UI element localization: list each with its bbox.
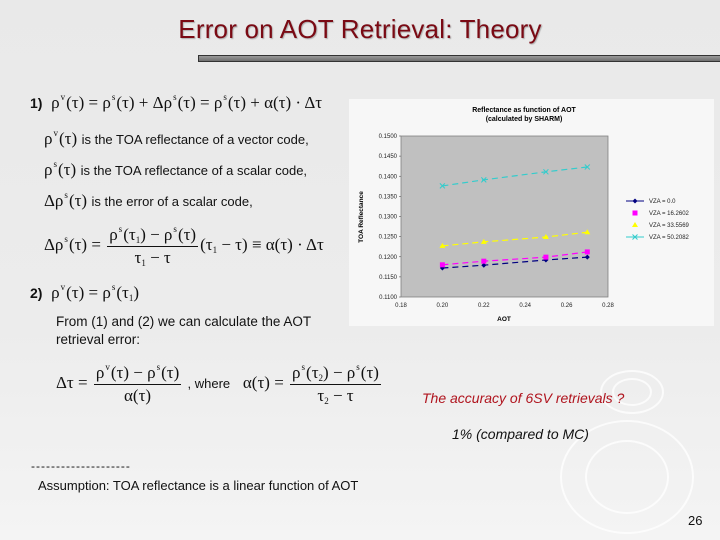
assumption-text: Assumption: TOA reflectance is a linear … xyxy=(38,478,359,493)
section-2-label: 2) xyxy=(30,285,43,301)
svg-text:0.1200: 0.1200 xyxy=(379,255,398,261)
svg-text:VZA = 50.2082: VZA = 50.2082 xyxy=(649,235,690,241)
fraction: ρv(τ) − ρs(τ) α(τ) xyxy=(93,362,182,405)
decorative-swirl xyxy=(585,440,669,514)
explanation-line-2: retrieval error: xyxy=(56,332,141,347)
equation-2-formula: ρv(τ) = ρs(τ1) xyxy=(46,282,140,303)
chart-svg: Reflectance as function of AOT (calculat… xyxy=(358,107,690,323)
svg-text:VZA = 0.0: VZA = 0.0 xyxy=(649,199,676,205)
slide-title: Error on AOT Retrieval: Theory xyxy=(178,14,542,44)
svg-text:0.1150: 0.1150 xyxy=(379,275,398,281)
accuracy-question: The accuracy of 6SV retrievals ? xyxy=(422,390,625,406)
retrieval-error-equation: Δτ = ρv(τ) − ρs(τ) α(τ) , where α(τ) = ρ… xyxy=(56,362,381,406)
definition-error: Δρs(τ) is the error of a scalar code, xyxy=(44,190,253,211)
accuracy-answer: 1% (compared to MC) xyxy=(452,426,589,442)
svg-text:0.26: 0.26 xyxy=(561,303,573,309)
symbol-delta-rho-s: Δρs(τ) xyxy=(44,190,88,210)
explanation-line-1: From (1) and (2) we can calculate the AO… xyxy=(56,314,312,329)
svg-text:0.28: 0.28 xyxy=(602,303,614,309)
definition-vector: ρv(τ) is the TOA reflectance of a vector… xyxy=(44,128,309,149)
plot-area xyxy=(400,135,609,298)
reflectance-chart: Reflectance as function of AOT (calculat… xyxy=(349,99,714,326)
svg-text:0.1350: 0.1350 xyxy=(379,194,398,200)
symbol-rho-s: ρs(τ) xyxy=(44,159,77,179)
svg-text:0.18: 0.18 xyxy=(395,303,407,309)
chart-subtitle: (calculated by SHARM) xyxy=(486,116,563,123)
decorative-swirl xyxy=(600,370,664,414)
equation-2: 2) ρv(τ) = ρs(τ1) xyxy=(30,282,139,303)
decorative-swirl xyxy=(560,420,694,534)
svg-text:0.1300: 0.1300 xyxy=(379,215,398,221)
definition-text: is the TOA reflectance of a scalar code, xyxy=(80,163,308,178)
where-text: , where xyxy=(187,375,231,391)
equation-1: 1) ρv(τ) = ρs(τ) + Δρs(τ) = ρs(τ) + α(τ)… xyxy=(30,92,322,113)
page-number: 26 xyxy=(688,513,703,528)
y-axis-label: TOA Reflectance xyxy=(358,191,365,243)
chart-title: Reflectance as function of AOT xyxy=(472,107,576,114)
svg-text:0.20: 0.20 xyxy=(437,303,449,309)
svg-text:0.1500: 0.1500 xyxy=(379,134,398,140)
equation-1-formula: ρv(τ) = ρs(τ) + Δρs(τ) = ρs(τ) + α(τ) · … xyxy=(46,92,323,112)
chart-legend: VZA = 0.0 VZA = 16.2602 VZA = 33.5569 VZA =… xyxy=(626,198,690,241)
x-axis-label: AOT xyxy=(497,316,511,323)
delta-rho-equation: Δρs(τ) = ρs(τ1) − ρs(τ) τ1 − τ (τ1 − τ) … xyxy=(44,224,324,268)
definition-text: is the error of a scalar code, xyxy=(91,194,253,209)
definition-text: is the TOA reflectance of a vector code, xyxy=(81,132,309,147)
svg-text:VZA = 16.2602: VZA = 16.2602 xyxy=(649,211,690,217)
svg-text:0.22: 0.22 xyxy=(478,303,490,309)
svg-text:VZA = 33.5569: VZA = 33.5569 xyxy=(649,223,690,229)
title-underline-bar xyxy=(198,55,720,62)
svg-text:0.1400: 0.1400 xyxy=(379,174,398,180)
x-axis-ticks: 0.18 0.20 0.22 0.24 0.26 0.28 xyxy=(395,303,614,309)
chart-series xyxy=(439,164,591,271)
fraction: ρs(τ1) − ρs(τ) τ1 − τ xyxy=(107,224,199,268)
definition-scalar: ρs(τ) is the TOA reflectance of a scalar… xyxy=(44,159,307,180)
decorative-swirl xyxy=(612,378,652,406)
fraction: ρs(τ2) − ρs(τ) τ2 − τ xyxy=(290,362,381,406)
symbol-rho-v: ρv(τ) xyxy=(44,128,78,148)
svg-text:0.1450: 0.1450 xyxy=(379,154,398,160)
svg-text:0.1250: 0.1250 xyxy=(379,235,398,241)
svg-text:0.1100: 0.1100 xyxy=(379,295,398,301)
svg-text:0.24: 0.24 xyxy=(519,303,531,309)
section-1-label: 1) xyxy=(30,95,43,111)
y-axis-ticks: 0.1100 0.1150 0.1200 0.1250 0.1300 0.1350 0.14… xyxy=(379,134,401,301)
separator-line: -------------------- xyxy=(31,459,131,473)
